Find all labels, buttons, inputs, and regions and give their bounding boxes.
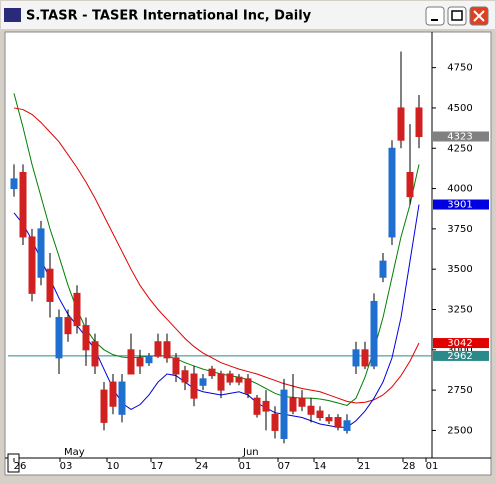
candle-body [262,400,270,412]
candle-body [415,107,423,137]
candle-body [370,300,378,367]
close-icon [473,10,485,22]
price-tag-label: 4323 [447,131,472,142]
y-tick-label: 2500 [447,425,472,436]
candle-body [154,341,162,357]
y-tick-label: 4500 [447,103,472,114]
candle-body [379,260,387,278]
candle-body [307,405,315,415]
price-tag [433,199,489,210]
candle-body [181,370,189,383]
candle-body [253,397,261,415]
scroll-marker[interactable] [7,453,20,473]
candle-body [82,325,90,351]
candle-body [163,341,171,359]
x-tick-label: 03 [60,461,73,472]
candle-body [55,317,63,359]
month-label: Jun [242,447,259,458]
price-tag [433,131,489,142]
maximize-icon [451,10,463,21]
y-tick-label: 3750 [447,224,472,235]
average-line [13,107,420,404]
candle-body [145,355,153,364]
candle-body [172,357,180,375]
candle-body [289,397,297,412]
candle-body [397,107,405,141]
candle-body [10,178,18,190]
candle-body [46,268,54,302]
x-tick-label: 10 [107,461,120,472]
plot: 2500 2750 3000 3250 3500 3750 4000 4250 4500 4750… [8,51,489,472]
candle-body [91,341,99,367]
candle-body [334,417,342,428]
candle-body [406,171,414,198]
window-title: S.TASR - TASER International Inc, Daily [26,9,312,24]
average-line [13,204,420,428]
x-tick-label: 21 [358,461,371,472]
candle-body [388,147,396,238]
candle-body [199,378,207,386]
y-tick-label: 3250 [447,304,472,315]
month-label: May [64,447,85,458]
candle-body [208,368,216,377]
price-tag [433,350,489,361]
candle-body [352,349,360,367]
x-tick-label: 28 [403,461,416,472]
app-icon [4,8,21,22]
candle-body [298,397,306,407]
candle-body [28,236,36,294]
candle-body [118,381,126,415]
x-tick-label: 01 [239,461,252,472]
candle-body [325,417,333,422]
y-tick-label: 3000 [447,345,472,356]
candle-body [361,349,369,367]
y-tick-label: 4250 [447,143,472,154]
candle-body [343,420,351,431]
candle-body [244,378,252,394]
title-bar [1,1,495,29]
x-tick-label: 14 [314,461,327,472]
price-tag [433,338,489,349]
y-tick-label: 2750 [447,385,472,396]
maximize-button[interactable] [447,6,467,26]
candle-body [226,373,234,383]
candle-body [73,292,81,327]
candle-body [127,349,135,375]
candle-body [217,373,225,391]
x-tick-label: 01 [426,461,439,472]
candle-body [109,381,117,407]
x-tick-label: 07 [278,461,291,472]
price-tag-label: 3901 [447,200,472,211]
candle-body [235,376,243,383]
candle-body [100,389,108,423]
x-tick-label: 17 [151,461,164,472]
chart-panel [4,31,492,476]
y-tick-label: 4000 [447,184,472,195]
price-tag-label: 2962 [447,351,472,362]
candle-body [280,389,288,439]
candle-body [136,357,144,367]
y-tick-label: 4750 [447,63,472,74]
candle-body [271,413,279,431]
minimize-button[interactable] [425,6,445,26]
price-tag-label: 3042 [447,338,472,349]
candle-body [64,317,72,335]
candle-body [316,410,324,419]
candle-body [37,228,45,278]
y-tick-label: 3500 [447,264,472,275]
candle-body [190,373,198,399]
x-tick-label: 24 [196,461,209,472]
candle-body [19,171,27,238]
x-tick-label: 26 [14,461,27,472]
